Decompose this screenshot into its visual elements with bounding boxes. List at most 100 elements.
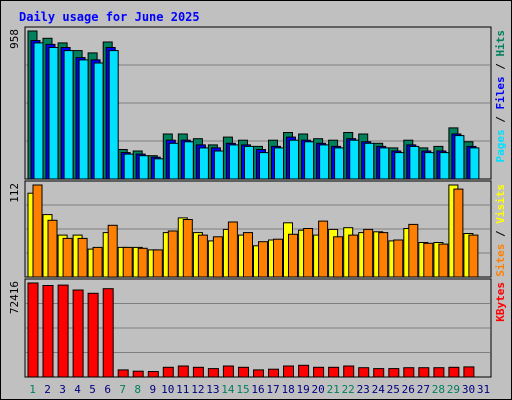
bar-kbytes-day-9 [147,371,159,378]
panel-max-label: 72416 [8,281,21,314]
bar-sites-day-21 [333,236,344,278]
day-label: 18 [281,383,294,396]
bar-kbytes-day-26 [403,367,415,378]
bar-pages-day-14 [228,144,239,180]
bar-kbytes-day-4 [72,289,84,378]
bar-kbytes-day-28 [433,367,445,378]
bar-kbytes-day-12 [192,366,204,378]
bar-pages-day-30 [469,147,480,180]
day-label: 31 [477,383,490,396]
bar-kbytes-day-7 [117,369,129,378]
bar-pages-day-3 [63,50,74,180]
day-label: 13 [206,383,219,396]
bar-kbytes-day-5 [87,292,99,378]
bar-pages-day-15 [244,145,254,180]
legend-entry-pages: Pages [494,129,507,162]
bar-kbytes-day-15 [238,366,249,378]
bar-sites-day-25 [393,239,404,278]
bar-kbytes-day-29 [448,366,460,378]
bar-kbytes-day-19 [298,364,310,378]
day-label: 27 [417,383,430,396]
day-label: 1 [29,383,36,396]
bar-sites-day-13 [212,236,223,278]
bar-pages-day-26 [409,145,420,180]
day-label: 2 [44,383,51,396]
day-label: 16 [251,383,264,396]
bar-sites-day-27 [423,242,434,278]
day-label: 10 [161,383,174,396]
bar-pages-day-22 [349,139,360,180]
day-label: 28 [432,383,445,396]
bar-sites-day-26 [408,223,419,278]
day-label: 11 [176,383,189,396]
legend-entry-hits: Hits [494,30,507,57]
legend-entry-files: Files [494,76,507,109]
legend-entry-kbytes: KBytes [494,282,507,322]
bar-sites-day-3 [62,237,73,278]
bar-pages-day-16 [259,152,269,180]
bar-sites-day-19 [303,228,314,278]
bar-sites-day-24 [378,232,389,278]
bar-pages-day-9 [153,158,164,180]
bar-pages-day-1 [33,42,44,180]
day-label: 19 [296,383,309,396]
day-label: 21 [327,383,340,396]
bar-sites-day-20 [318,220,329,278]
day-label: 17 [266,383,279,396]
bar-kbytes-day-16 [253,369,264,378]
day-label: 6 [104,383,111,396]
day-label: 22 [342,383,355,396]
panel-side-legend: Sites / Visits [494,184,507,277]
bar-pages-day-29 [454,135,465,180]
bar-pages-day-8 [138,155,149,180]
bar-sites-day-14 [227,221,238,278]
bar-pages-day-23 [364,142,375,180]
bar-sites-day-22 [348,234,359,278]
bar-kbytes-day-11 [177,365,189,378]
legend-separator: / [494,57,507,77]
legend-separator: / [494,224,507,244]
legend-separator: / [494,110,507,130]
day-label: 5 [89,383,96,396]
bar-kbytes-day-27 [418,367,430,378]
bar-kbytes-day-14 [222,365,234,378]
bar-sites-day-10 [167,230,178,278]
bar-sites-day-5 [92,246,103,278]
bar-sites-day-8 [137,247,148,278]
bar-pages-day-18 [289,139,299,180]
bar-kbytes-day-25 [388,368,400,378]
bar-sites-day-18 [288,233,298,278]
day-label: 23 [357,383,370,396]
bar-sites-day-2 [47,219,58,278]
bar-kbytes-day-17 [268,368,279,378]
bar-sites-day-9 [152,249,163,278]
day-label: 3 [59,383,66,396]
bar-sites-day-12 [197,234,208,278]
bar-pages-day-25 [394,152,405,180]
bar-kbytes-day-30 [463,366,475,378]
bar-kbytes-day-2 [42,285,54,378]
bar-pages-day-7 [123,153,134,180]
bar-pages-day-21 [334,147,345,180]
bar-kbytes-day-8 [132,370,144,378]
day-label: 9 [149,383,156,396]
panel-max-label: 112 [8,183,21,203]
bar-pages-day-17 [274,147,284,180]
bar-sites-day-7 [122,246,133,278]
day-label: 8 [134,383,141,396]
legend-entry-visits: Visits [494,184,507,224]
bar-pages-day-20 [319,144,330,180]
bar-pages-day-27 [424,152,435,180]
bar-sites-day-29 [453,188,464,278]
panel-max-label: 958 [8,29,21,49]
day-label: 20 [311,383,324,396]
bar-kbytes-day-23 [358,367,370,378]
panel-side-legend: Pages / Files / Hits [494,30,507,163]
bar-pages-day-4 [78,59,89,180]
day-label: 4 [74,383,81,396]
bar-sites-day-1 [32,184,43,278]
legend-entry-sites: Sites [494,244,507,277]
bar-pages-day-13 [213,150,224,180]
bar-pages-day-24 [379,147,390,180]
